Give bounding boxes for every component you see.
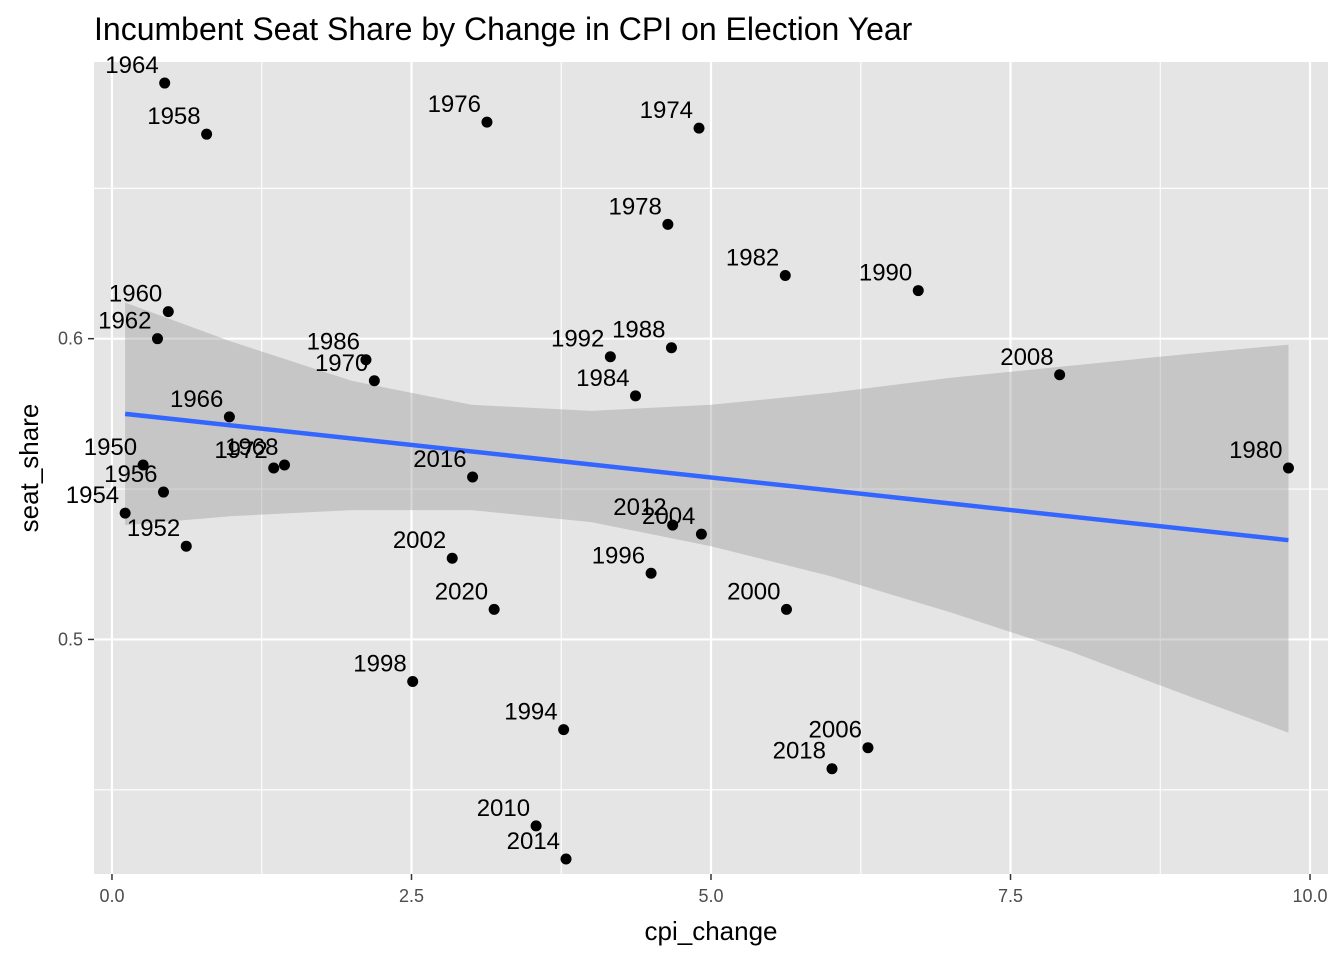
data-point-1958 [201,128,213,140]
trend-line-layer [124,411,1289,543]
x-axis-ticks: 0.0 2.5 5.0 7.5 10.0 [99,874,1328,906]
x-axis-title: cpi_change [645,916,778,946]
data-point-1962 [151,333,163,345]
point-label-1974: 1974 [640,97,693,124]
data-point-1952 [180,540,192,552]
data-point-1984 [630,390,642,402]
data-point-1980 [1282,462,1294,474]
data-point-2020 [488,603,500,615]
x-tick-label: 5.0 [698,886,723,906]
data-point-1974 [693,122,705,134]
point-label-1972: 1972 [214,437,267,464]
data-point-2002 [446,552,458,564]
data-point-2000 [780,603,792,615]
point-label-1998: 1998 [353,651,406,678]
y-axis-title: seat_share [14,404,44,533]
confidence-band [125,302,1289,733]
data-point-1964 [159,77,171,89]
point-label-1976: 1976 [428,91,481,118]
data-point-1960 [162,306,174,318]
point-label-2006: 2006 [809,717,862,744]
data-point-2004 [695,528,707,540]
data-point-1998 [407,676,419,688]
y-tick-label: 0.5 [58,629,83,649]
point-label-1950: 1950 [84,434,137,461]
point-label-1952: 1952 [127,515,180,542]
data-point-2014 [560,853,572,865]
point-label-2010: 2010 [477,795,530,822]
data-point-2016 [467,471,479,483]
data-point-2018 [826,763,838,775]
point-label-2000: 2000 [727,578,780,605]
point-label-1966: 1966 [170,386,223,413]
point-label-2016: 2016 [413,446,466,473]
point-label-1964: 1964 [105,52,158,79]
chart-title: Incumbent Seat Share by Change in CPI on… [94,11,913,47]
confidence-band-layer [125,302,1289,733]
data-point-1996 [645,567,657,579]
major-gridlines [94,62,1328,874]
y-tick-label: 0.6 [58,329,83,349]
data-point-1972 [268,462,280,474]
point-label-1954: 1954 [66,482,119,509]
point-label-1956: 1956 [104,461,157,488]
data-point-1982 [779,270,791,282]
x-tick-label: 7.5 [998,886,1023,906]
point-label-1996: 1996 [592,542,645,569]
trend-line [124,411,1289,543]
data-point-1950 [137,459,149,471]
data-point-1978 [662,218,674,230]
point-label-1960: 1960 [109,281,162,308]
point-label-2014: 2014 [507,828,560,855]
data-point-1976 [481,116,493,128]
point-label-1982: 1982 [726,245,779,272]
point-label-1988: 1988 [612,317,665,344]
points-layer [119,77,1294,865]
data-point-1986 [360,354,372,366]
point-label-2002: 2002 [393,527,446,554]
data-point-1990 [912,285,924,297]
data-point-1988 [665,342,677,354]
point-label-2020: 2020 [435,578,488,605]
point-label-1986: 1986 [307,329,360,356]
data-point-2006 [862,742,874,754]
x-tick-label: 2.5 [399,886,424,906]
x-tick-label: 0.0 [99,886,124,906]
point-label-1962: 1962 [98,308,151,335]
point-label-1994: 1994 [504,699,557,726]
point-label-1978: 1978 [608,193,661,220]
data-point-1992 [604,351,616,363]
point-label-2008: 2008 [1000,344,1053,371]
point-label-2004: 2004 [642,503,695,530]
point-label-1992: 1992 [551,326,604,353]
point-label-1968: 1968 [225,434,278,461]
data-point-2010 [530,820,542,832]
data-point-2008 [1054,369,1066,381]
point-label-1990: 1990 [859,260,912,287]
data-point-1970 [368,375,380,387]
point-label-2018: 2018 [773,738,826,765]
data-point-1954 [119,507,131,519]
data-point-1956 [157,486,169,498]
x-tick-label: 10.0 [1293,886,1328,906]
point-label-1958: 1958 [147,103,200,130]
y-axis-ticks: 0.5 0.6 [58,329,94,649]
point-label-1970: 1970 [315,350,368,377]
data-point-1968 [278,459,290,471]
data-point-1966 [223,411,235,423]
point-label-1984: 1984 [576,365,629,392]
data-point-1994 [558,724,570,736]
point-label-1980: 1980 [1229,437,1282,464]
point-label-2012: 2012 [613,494,666,521]
data-point-2012 [667,519,679,531]
